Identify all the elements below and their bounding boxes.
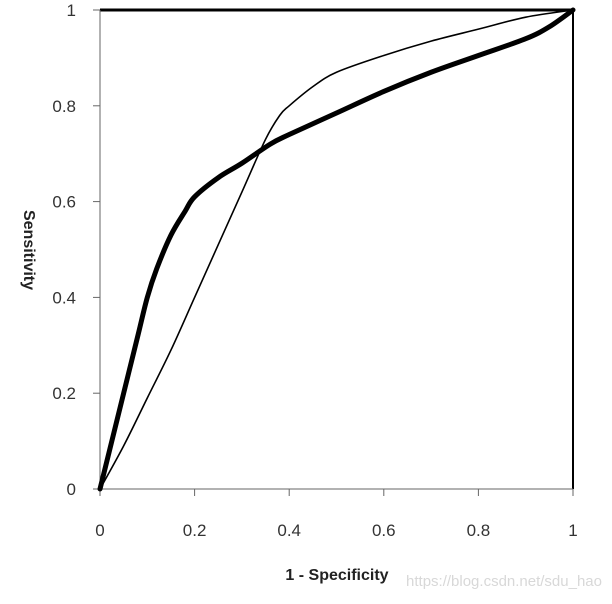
x-tick-label: 0.6 (372, 521, 396, 540)
y-tick-label: 0.8 (52, 97, 76, 116)
y-tick-label: 0.2 (52, 384, 76, 403)
x-tick-label: 0.4 (277, 521, 301, 540)
y-tick-label: 0.6 (52, 193, 76, 212)
x-axis-title: 1 - Specificity (285, 567, 388, 584)
y-tick-label: 0.4 (52, 288, 76, 307)
y-tick-label: 0 (67, 480, 76, 499)
plot-area (100, 10, 573, 489)
roc-curve-thin (99, 9, 574, 490)
y-axis-title: Sensitivity (20, 210, 37, 290)
x-tick-label: 0.8 (467, 521, 491, 540)
watermark-text: https://blog.csdn.net/sdu_hao (406, 573, 602, 590)
y-tick-label: 1 (67, 1, 76, 20)
ticks-group: 0 0.2 0.4 0.6 0.8 1 0 0.2 0.4 0.6 0.8 1 (52, 1, 577, 540)
x-tick-label: 1 (568, 521, 577, 540)
x-tick-label: 0.2 (183, 521, 207, 540)
series-group (97, 7, 576, 492)
x-tick-label: 0 (95, 521, 104, 540)
roc-curve-thick (97, 7, 576, 492)
